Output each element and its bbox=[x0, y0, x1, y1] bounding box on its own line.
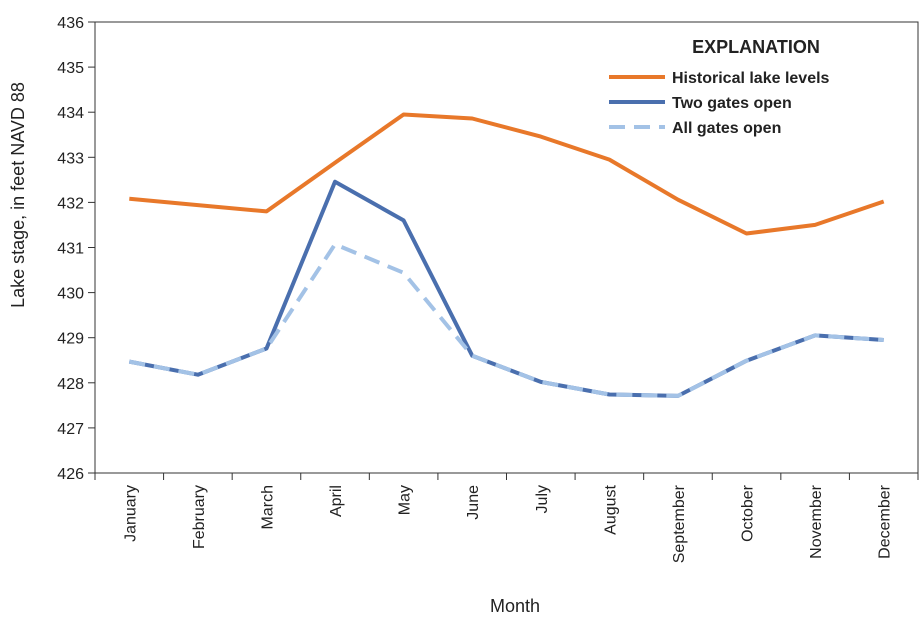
x-tick-label: July bbox=[534, 485, 551, 513]
series-line-historical-lake-levels bbox=[129, 112, 885, 236]
y-tick-label: 427 bbox=[57, 421, 84, 438]
y-tick-label: 435 bbox=[57, 60, 84, 77]
x-tick-label: October bbox=[740, 484, 757, 542]
x-tick-label: November bbox=[808, 484, 825, 558]
y-tick-label: 432 bbox=[57, 195, 84, 212]
x-tick-label: January bbox=[122, 485, 139, 542]
legend-label-two-gates-open: Two gates open bbox=[672, 95, 792, 112]
y-tick-label: 434 bbox=[57, 105, 84, 122]
legend-label-all-gates-open: All gates open bbox=[672, 120, 781, 137]
x-axis-label: Month bbox=[490, 596, 540, 616]
x-tick-label: September bbox=[671, 484, 688, 563]
y-tick-label: 431 bbox=[57, 241, 84, 258]
legend-title: EXPLANATION bbox=[692, 37, 820, 57]
y-tick-label: 428 bbox=[57, 376, 84, 393]
y-tick-label: 436 bbox=[57, 15, 84, 32]
y-tick-label: 433 bbox=[57, 150, 84, 167]
x-tick-label: December bbox=[877, 484, 894, 558]
x-tick-label: February bbox=[191, 485, 208, 549]
x-tick-label: March bbox=[259, 485, 276, 529]
y-tick-label: 430 bbox=[57, 286, 84, 303]
x-tick-label: April bbox=[328, 485, 345, 517]
y-tick-label: 429 bbox=[57, 331, 84, 348]
legend-label-historical-lake-levels: Historical lake levels bbox=[672, 70, 830, 87]
x-tick-label: August bbox=[602, 484, 619, 534]
series-line-all-gates-open bbox=[128, 242, 884, 398]
series-line-two-gates-open bbox=[128, 179, 884, 398]
y-axis-label: Lake stage, in feet NAVD 88 bbox=[8, 82, 28, 308]
x-tick-label: June bbox=[465, 485, 482, 520]
x-tick-label: May bbox=[397, 485, 414, 515]
plot-area-frame bbox=[94, 21, 919, 474]
y-tick-label: 426 bbox=[57, 466, 84, 483]
